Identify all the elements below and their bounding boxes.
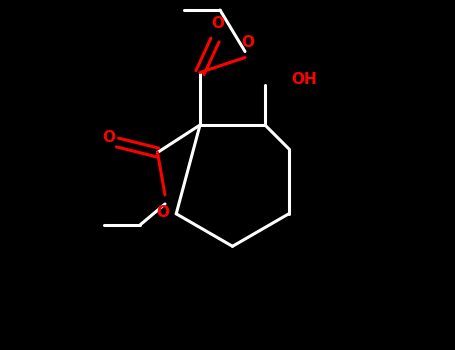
- Text: O: O: [211, 16, 224, 32]
- Text: O: O: [241, 35, 254, 50]
- Text: O: O: [156, 205, 169, 220]
- Text: O: O: [102, 130, 115, 145]
- Text: OH: OH: [291, 72, 317, 88]
